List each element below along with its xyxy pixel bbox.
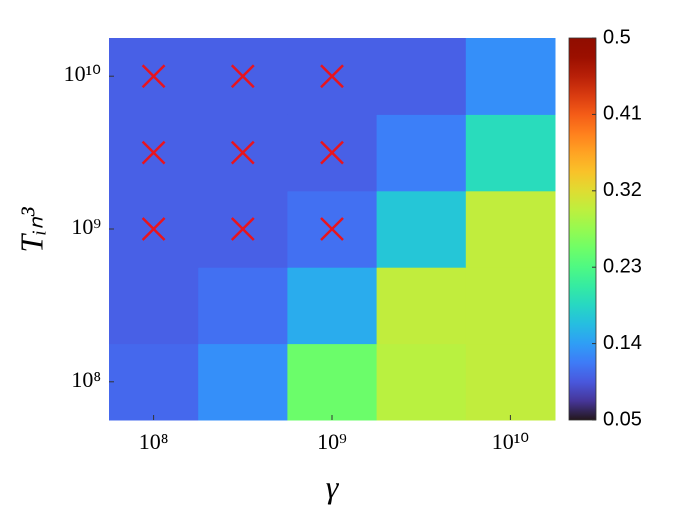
marker xyxy=(141,64,166,89)
colorbar-tick-label: 0.32 xyxy=(603,179,642,201)
colorbar xyxy=(568,37,597,421)
marker xyxy=(230,140,255,165)
heatmap-cell xyxy=(198,343,288,421)
y-axis-label: Tᵢₙ³ xyxy=(13,207,49,253)
heatmap-cell xyxy=(287,267,378,345)
x-tick-label: 10⁹ xyxy=(317,429,347,454)
colorbar-tick-label: 0.5 xyxy=(603,26,631,48)
x-tick-label: 10¹⁰ xyxy=(492,429,530,454)
heatmap-cell xyxy=(198,267,288,345)
heatmap-cell xyxy=(465,114,556,192)
y-tick-label: 10⁹ xyxy=(71,214,101,239)
heatmap-cell xyxy=(465,38,556,115)
marker xyxy=(320,217,344,241)
heatmap-cell xyxy=(376,343,467,421)
y-tick-label: 10⁸ xyxy=(71,367,101,392)
colorbar-tick-label: 0.05 xyxy=(603,408,642,430)
colorbar-tick-label: 0.14 xyxy=(603,332,642,354)
heatmap-cell xyxy=(465,343,556,421)
marker xyxy=(141,140,166,165)
heatmap-cell xyxy=(287,343,378,421)
heatmap-cell xyxy=(465,190,556,268)
colorbar-tick-label: 0.41 xyxy=(603,103,642,125)
marker xyxy=(320,140,344,165)
heatmap-cell xyxy=(376,267,467,345)
marker xyxy=(230,64,255,89)
marker xyxy=(141,217,166,241)
heatmap-cell xyxy=(376,38,467,115)
marker xyxy=(320,64,344,89)
heatmap-cell xyxy=(109,267,199,345)
heatmap-cell xyxy=(376,114,467,192)
colorbar-tick-label: 0.23 xyxy=(603,255,642,277)
heatmap-cell xyxy=(376,190,467,268)
heatmap-cell xyxy=(465,267,556,345)
heatmap-cell xyxy=(109,343,199,421)
y-tick-label: 10¹⁰ xyxy=(64,61,102,86)
x-axis-label: γ xyxy=(326,468,340,504)
marker xyxy=(230,217,255,241)
x-tick-label: 10⁸ xyxy=(139,429,169,454)
